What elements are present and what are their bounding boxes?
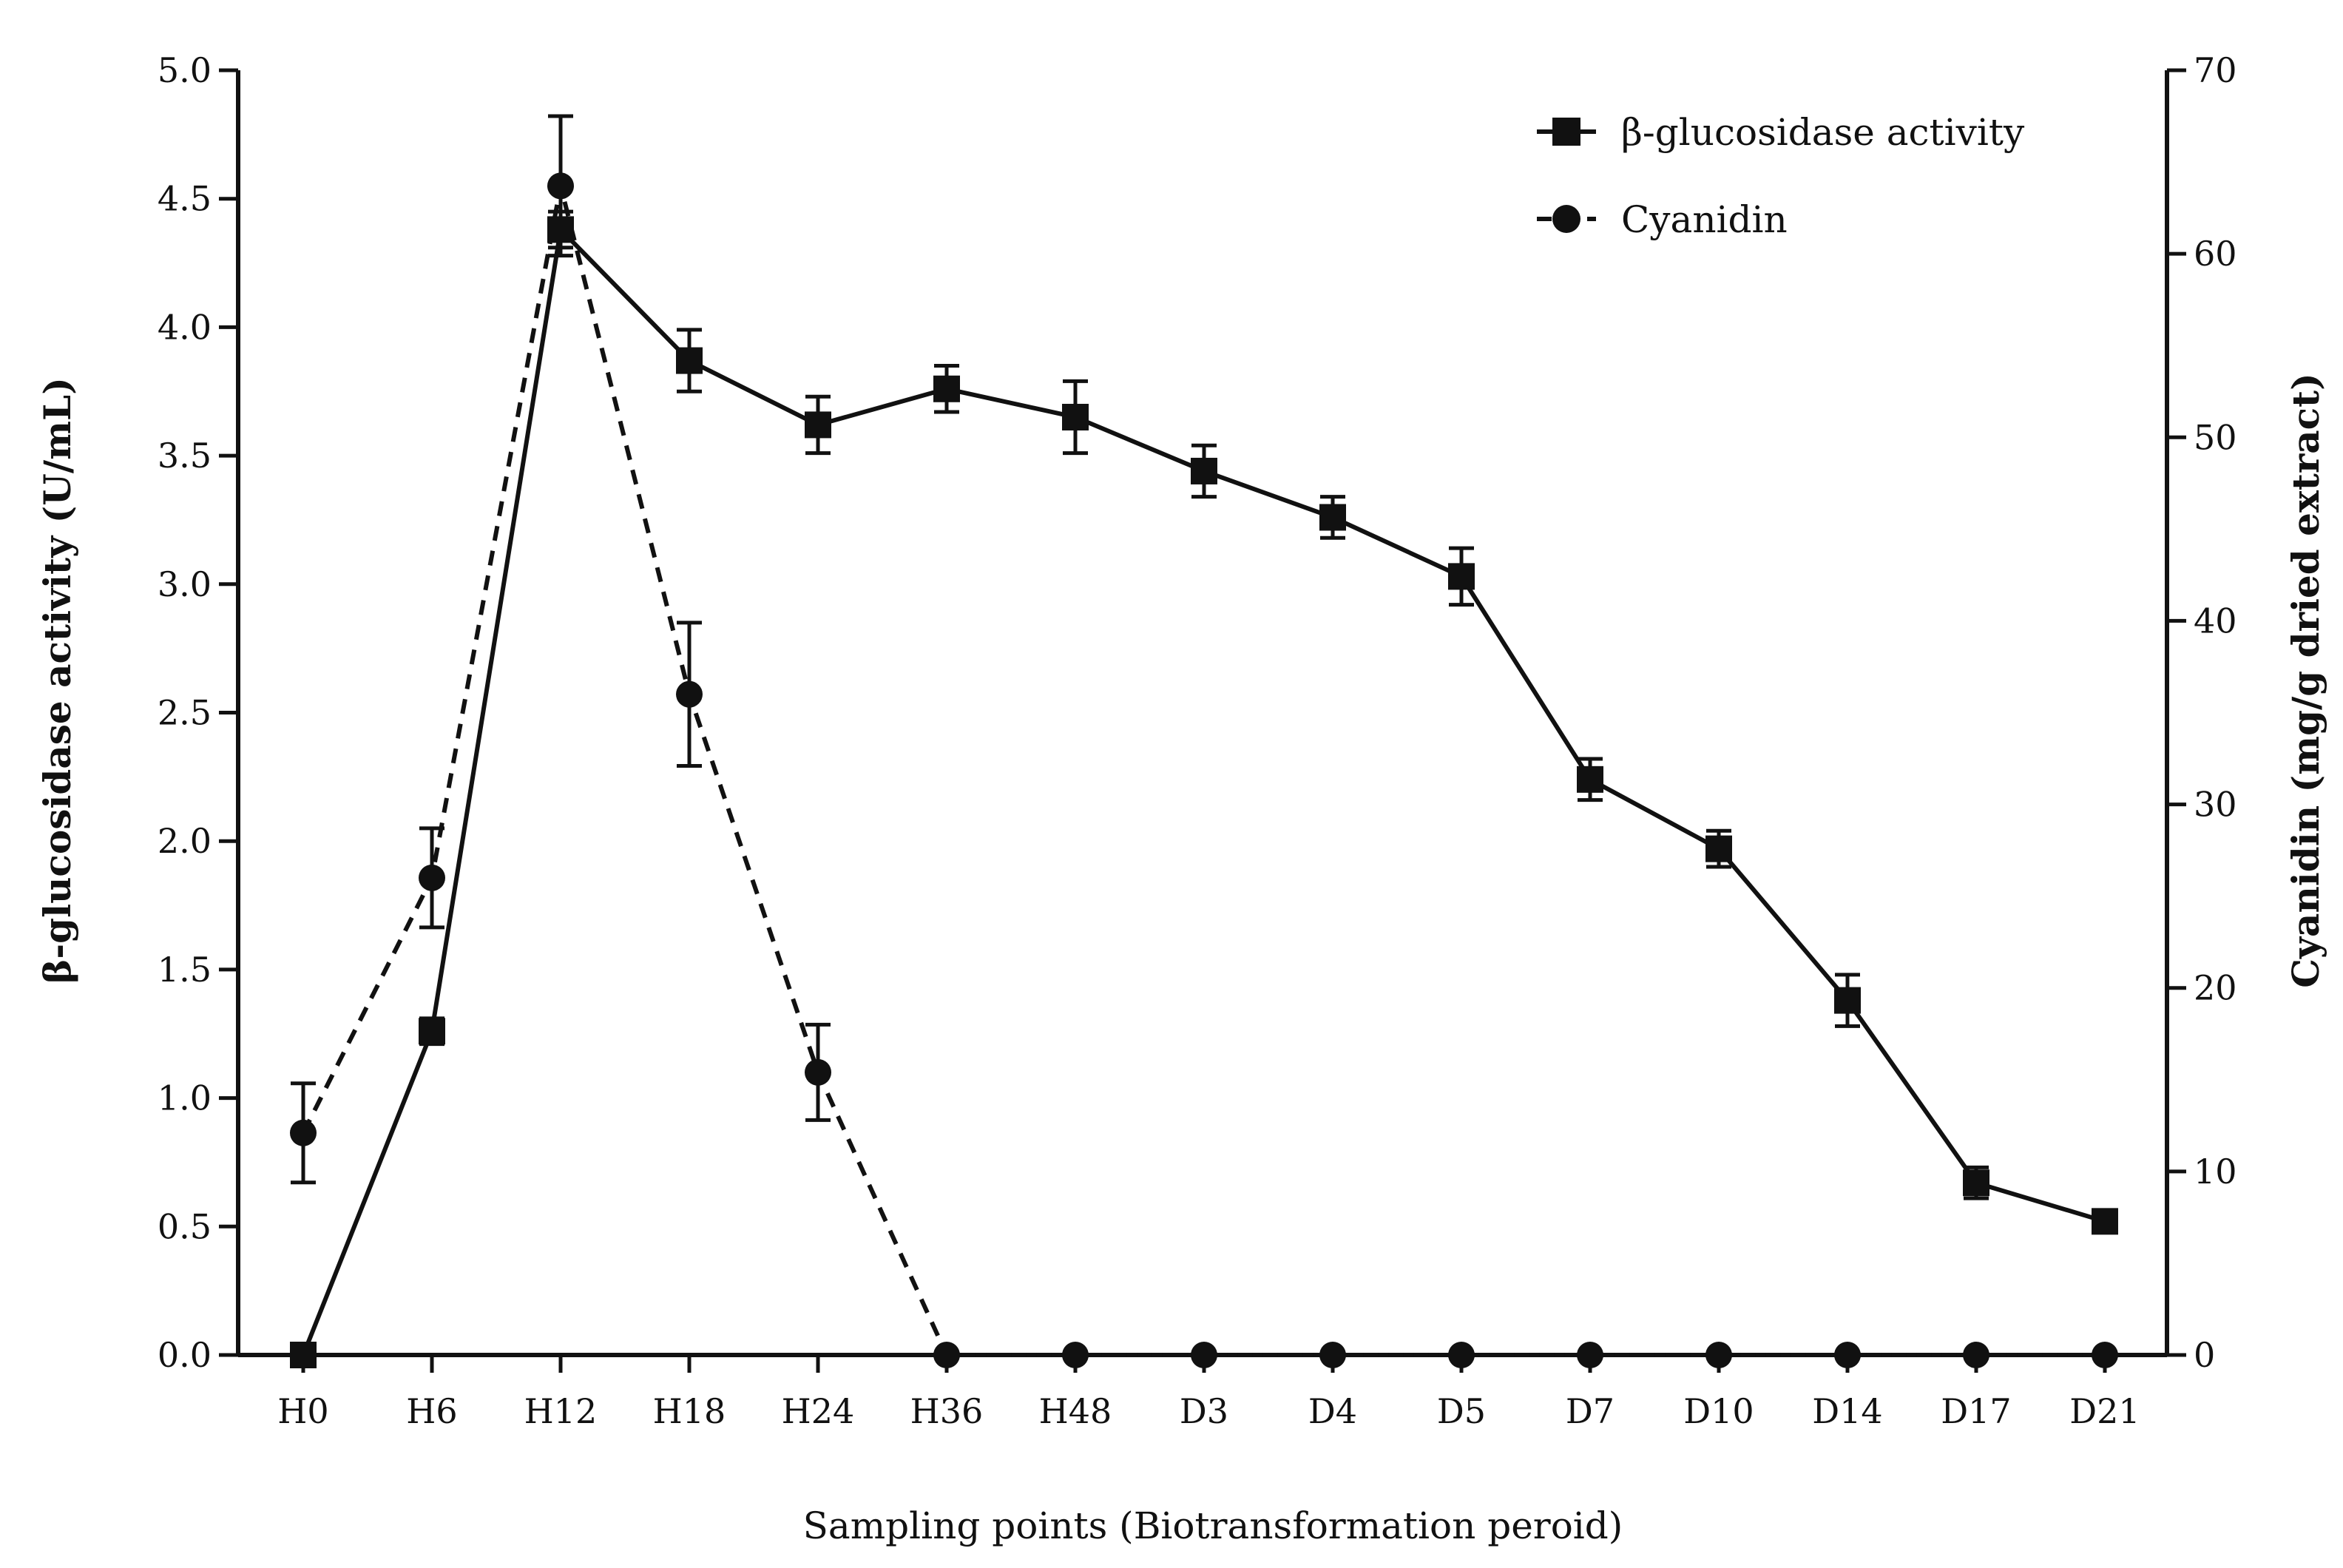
y-left-tick-label: 0.0 [158, 1335, 212, 1375]
data-point-circle [290, 1119, 317, 1146]
y-right-tick-label: 70 [2194, 50, 2237, 90]
y-left-tick-label: 1.5 [158, 950, 212, 990]
x-tick-label: D3 [1180, 1391, 1228, 1431]
y-left-tick-label: 3.5 [158, 436, 212, 476]
legend-circle-marker [1552, 205, 1580, 233]
y-axis-right-title: Cyanidin (mg/g dried extract) [2284, 373, 2327, 988]
data-point-square [1062, 403, 1089, 430]
data-point-square [1191, 457, 1217, 484]
x-tick-label: H0 [277, 1391, 328, 1431]
data-point-circle [1062, 1342, 1089, 1368]
data-point-square [1448, 563, 1475, 590]
y-right-tick-label: 10 [2194, 1152, 2237, 1192]
y-right-tick-label: 40 [2194, 601, 2237, 641]
data-point-circle [1319, 1342, 1346, 1368]
y-axis-left-title: β-glucosidase activity (U/mL) [36, 377, 79, 984]
data-point-square [1963, 1169, 1989, 1197]
y-right-tick-label: 60 [2194, 234, 2237, 274]
x-tick-label: D14 [1812, 1391, 1882, 1431]
data-point-square [805, 411, 831, 439]
data-point-square [676, 347, 703, 374]
y-left-tick-label: 4.5 [158, 179, 212, 219]
data-point-square [2092, 1208, 2118, 1235]
axes: 0.0 0.5 1.0 1.5 2.0 2.5 3.0 3.5 4.0 4.5 5.0 0 10 20 30… [158, 50, 2237, 1431]
data-point-square [1705, 835, 1732, 862]
x-tick-label: D4 [1308, 1391, 1357, 1431]
legend-item-beta-glucosidase: β-glucosidase activity [1537, 111, 2025, 154]
series-line-beta-glucosidase [301, 227, 2106, 1356]
data-point-circle [1705, 1342, 1732, 1368]
data-point-square [933, 375, 960, 402]
y-left-tick-label: 5.0 [158, 50, 212, 90]
data-point-circle [419, 864, 445, 891]
data-point-circle [1191, 1342, 1217, 1368]
legend-label-cyanidin: Cyanidin [1621, 198, 1788, 241]
x-tick-label: D5 [1437, 1391, 1486, 1431]
data-point-circle [676, 680, 703, 708]
data-point-circle [1577, 1342, 1603, 1368]
data-markers [290, 114, 2118, 1368]
legend-label-beta-glucosidase: β-glucosidase activity [1621, 111, 2025, 154]
legend-item-cyanidin: Cyanidin [1537, 198, 1788, 241]
data-point-square [1577, 766, 1603, 793]
y-left-tick-label: 2.0 [158, 821, 212, 861]
x-tick-label: D21 [2069, 1391, 2140, 1431]
y-right-tick-label: 30 [2194, 785, 2237, 825]
data-point-square [1834, 987, 1861, 1014]
data-point-square [290, 1342, 317, 1368]
x-tick-label: D7 [1566, 1391, 1615, 1431]
data-point-circle [933, 1342, 960, 1368]
data-point-circle [1834, 1342, 1861, 1368]
y-left-tick-label: 3.0 [158, 564, 212, 604]
x-tick-label: H24 [782, 1391, 855, 1431]
data-point-square [419, 1018, 445, 1045]
y-right-tick-label: 0 [2194, 1335, 2215, 1375]
x-tick-label: H36 [910, 1391, 984, 1431]
y-right-tick-label: 20 [2194, 968, 2237, 1008]
legend-square-marker [1552, 118, 1580, 146]
data-point-square [1319, 504, 1346, 531]
y-right-tick-label: 50 [2194, 417, 2237, 457]
series-line-cyanidin [301, 183, 2105, 1357]
series-lines [301, 183, 2106, 1357]
x-tick-label: H12 [524, 1391, 598, 1431]
x-tick-label: H18 [653, 1391, 726, 1431]
x-tick-label: D10 [1683, 1391, 1754, 1431]
y-left-tick-label: 2.5 [158, 693, 212, 733]
data-point-circle [2092, 1342, 2118, 1368]
data-point-circle [1963, 1342, 1989, 1368]
x-axis-title: Sampling points (Biotransformation peroi… [803, 1504, 1623, 1547]
y-left-tick-label: 1.0 [158, 1078, 212, 1118]
x-tick-label: D17 [1941, 1391, 2011, 1431]
x-tick-label: H48 [1039, 1391, 1112, 1431]
data-point-circle [1448, 1342, 1475, 1368]
x-tick-label: H6 [406, 1391, 457, 1431]
data-point-circle [805, 1058, 831, 1086]
y-left-tick-label: 0.5 [158, 1206, 212, 1246]
legend: β-glucosidase activity Cyanidin [1537, 111, 2025, 241]
y-left-tick-label: 4.0 [158, 307, 212, 347]
data-point-circle [547, 172, 574, 200]
